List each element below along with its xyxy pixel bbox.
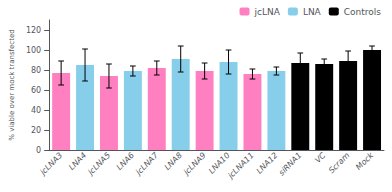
svg-text:jcLNA: jcLNA (254, 7, 281, 17)
svg-text:120: 120 (26, 26, 41, 35)
svg-text:jcLNA3: jcLNA3 (38, 151, 65, 178)
svg-text:80: 80 (31, 66, 41, 75)
svg-text:siRNA1: siRNA1 (277, 151, 303, 177)
svg-text:40: 40 (31, 106, 41, 115)
svg-text:20: 20 (31, 126, 41, 135)
svg-text:LNA8: LNA8 (163, 151, 184, 172)
svg-text:Mock: Mock (354, 151, 375, 172)
svg-text:0: 0 (36, 146, 41, 155)
svg-text:jcLNA7: jcLNA7 (133, 151, 160, 178)
svg-text:LNA4: LNA4 (67, 151, 88, 172)
svg-text:jcLNA5: jcLNA5 (86, 151, 113, 178)
svg-text:% viable over mock transfected: % viable over mock transfected (8, 29, 16, 140)
svg-text:jcLNA11: jcLNA11 (225, 151, 255, 181)
svg-text:100: 100 (26, 46, 41, 55)
svg-text:Scram: Scram (327, 151, 351, 175)
svg-text:LNA6: LNA6 (115, 151, 136, 172)
svg-text:LNA: LNA (303, 7, 322, 17)
svg-text:LNA10: LNA10 (206, 150, 232, 176)
svg-text:VC: VC (313, 151, 327, 165)
svg-text:jcLNA9: jcLNA9 (181, 151, 208, 178)
svg-text:Controls: Controls (344, 7, 382, 17)
svg-text:LNA12: LNA12 (255, 151, 280, 176)
svg-text:60: 60 (31, 86, 41, 95)
